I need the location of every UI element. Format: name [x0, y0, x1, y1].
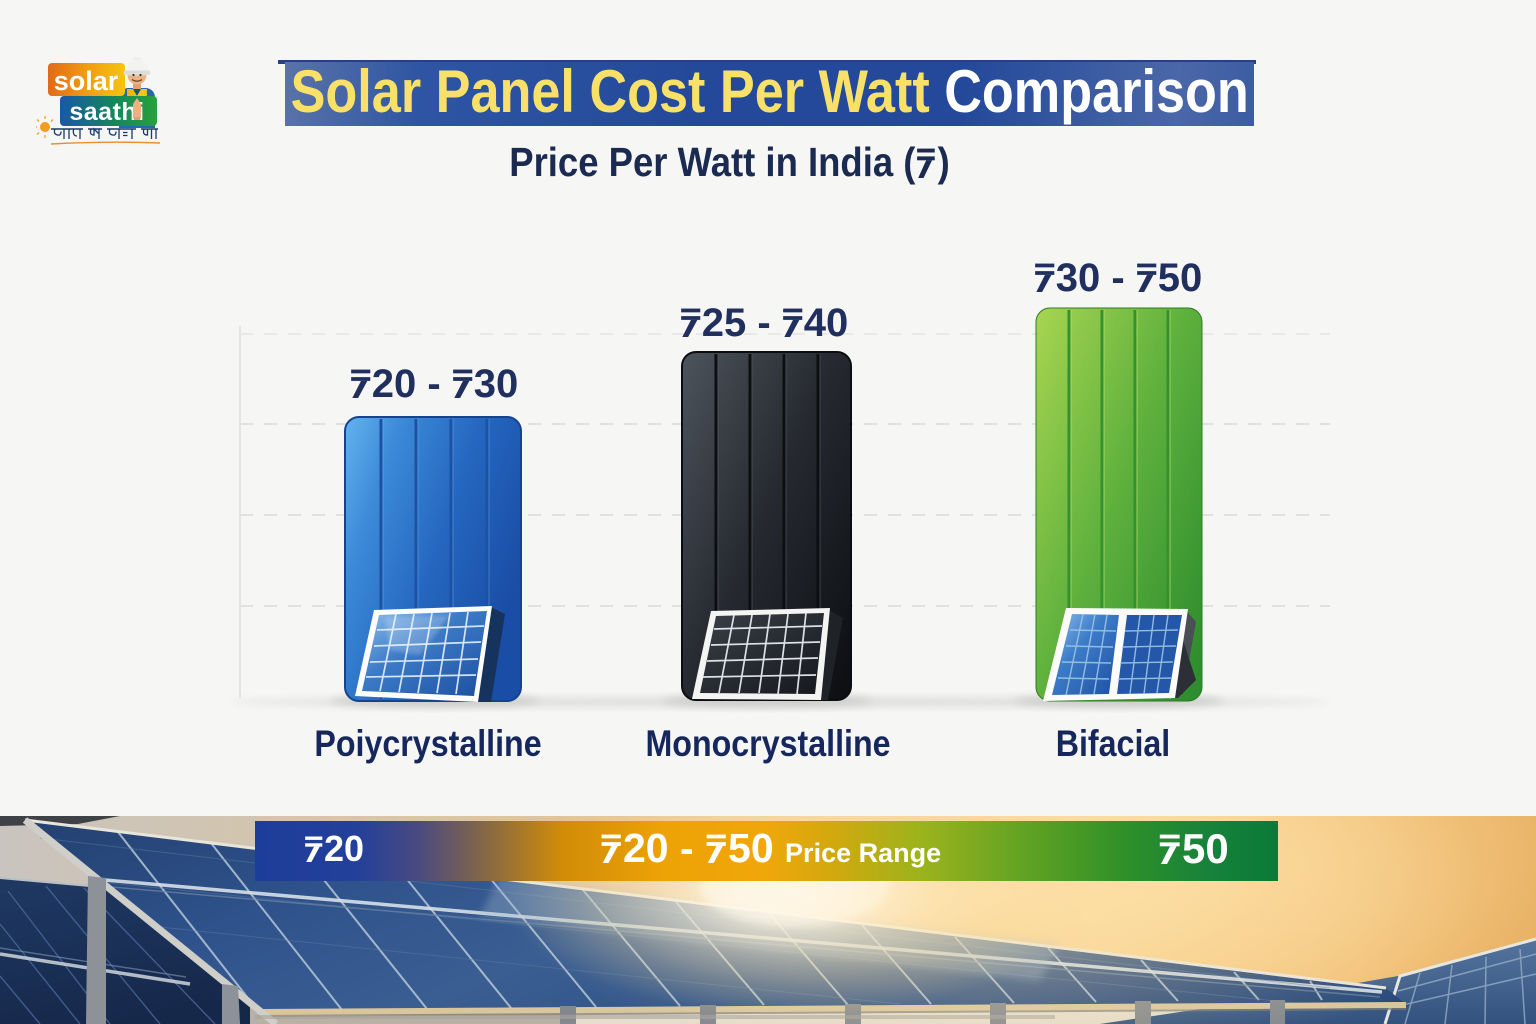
- svg-text:solar: solar: [54, 66, 119, 96]
- svg-text:saathi: saathi: [69, 98, 144, 126]
